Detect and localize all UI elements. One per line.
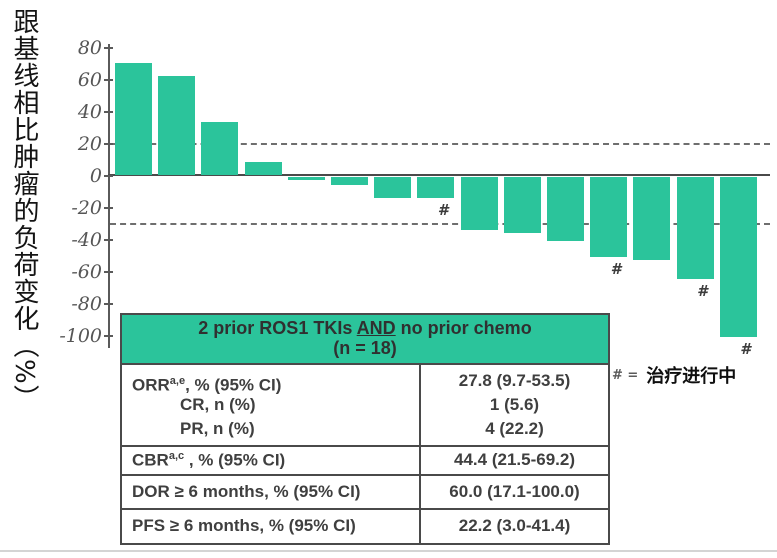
y-tick-mark <box>104 239 113 241</box>
cbr-value: 44.4 (21.5-69.2) <box>454 450 575 469</box>
hash-marker-symbol: # = <box>612 367 639 383</box>
dor-label: DOR ≥ 6 months, % (95% CI) <box>122 475 421 508</box>
y-tick-label: -40 <box>71 229 102 251</box>
y-tick-label: 0 <box>89 165 102 187</box>
y-tick-label: -100 <box>59 325 102 347</box>
zero-baseline <box>108 174 770 176</box>
pfs-value: 22.2 (3.0-41.4) <box>458 515 571 535</box>
table-header: 2 prior ROS1 TKIs AND no prior chemo (n … <box>122 315 608 365</box>
dor-value: 60.0 (17.1-100.0) <box>449 481 580 501</box>
patient-bar-7 <box>374 177 412 198</box>
ongoing-treatment-legend: # = 治疗进行中 <box>612 362 736 388</box>
patient-bar-13 <box>633 177 671 261</box>
y-axis-label: 跟基线相比肿瘤的负荷变化（%） <box>9 8 39 412</box>
results-table: 2 prior ROS1 TKIs AND no prior chemo (n … <box>120 313 610 545</box>
table-row-dor: DOR ≥ 6 months, % (95% CI) 60.0 (17.1-10… <box>122 475 608 510</box>
ongoing-hash-marker: # <box>610 260 622 278</box>
y-tick-label: 80 <box>77 37 102 59</box>
patient-bar-5 <box>287 177 325 181</box>
table-row-orr-block: ORRa,e, % (95% CI) CR, n (%) PR, n (%) 2… <box>122 365 608 447</box>
patient-bar-2 <box>158 75 196 175</box>
patient-bar-3 <box>201 122 239 175</box>
ongoing-treatment-label: 治疗进行中 <box>646 366 737 386</box>
orr-values-cell: 27.8 (9.7-53.5) 1 (5.6) 4 (22.2) <box>421 365 608 445</box>
y-tick-mark <box>104 175 113 177</box>
y-tick-mark <box>104 79 113 81</box>
pfs-label: PFS ≥ 6 months, % (95% CI) <box>122 509 421 543</box>
y-tick-mark <box>104 271 113 273</box>
slide-divider-line <box>0 550 777 552</box>
cr-value: 1 (5.6) <box>489 395 540 414</box>
y-tick-label: 40 <box>77 101 102 123</box>
y-tick-mark <box>104 207 113 209</box>
table-row-pfs: PFS ≥ 6 months, % (95% CI) 22.2 (3.0-41.… <box>122 509 608 543</box>
orr-labels-cell: ORRa,e, % (95% CI) CR, n (%) PR, n (%) <box>122 365 421 445</box>
ongoing-hash-marker: # <box>437 200 449 219</box>
y-tick-label: -60 <box>71 261 102 283</box>
ongoing-hash-marker: # <box>697 282 708 301</box>
patient-bar-4 <box>244 162 282 175</box>
patient-bar-8 <box>417 177 455 198</box>
y-tick-mark <box>104 143 113 145</box>
underlined-and: AND <box>356 318 396 338</box>
patient-bar-9 <box>460 177 498 230</box>
y-tick-mark <box>104 111 113 113</box>
orr-label: ORRa,e, % (95% CI) <box>132 375 282 395</box>
reference-line-plus20 <box>110 143 770 145</box>
y-tick-mark <box>104 47 113 49</box>
orr-value: 27.8 (9.7-53.5) <box>458 371 571 390</box>
table-header-n: (n = 18) <box>333 338 397 358</box>
patient-bar-10 <box>503 177 541 233</box>
patient-bar-11 <box>547 177 584 241</box>
ongoing-hash-marker: # <box>740 340 751 358</box>
table-header-title: 2 prior ROS1 TKIs AND no prior chemo <box>198 318 532 338</box>
y-tick-label: -20 <box>71 197 102 219</box>
patient-bar-6 <box>331 177 368 185</box>
y-tick-label: -80 <box>71 293 102 315</box>
cbr-label: CBRa,c , % (95% CI) <box>122 447 421 474</box>
patient-bar-14 <box>676 177 714 280</box>
y-tick-label: 20 <box>77 133 102 155</box>
pr-value: 4 (22.2) <box>485 419 544 438</box>
patient-bar-1 <box>115 63 152 175</box>
cr-label: CR, n (%) <box>180 395 256 414</box>
y-axis-line <box>108 44 110 348</box>
reference-line-minus30 <box>110 223 770 225</box>
patient-bar-12 <box>590 177 628 257</box>
table-row-cbr: CBRa,c , % (95% CI) 44.4 (21.5-69.2) <box>122 447 608 476</box>
pr-label: PR, n (%) <box>180 419 255 438</box>
y-tick-mark <box>104 335 113 337</box>
y-tick-label: 60 <box>77 69 102 91</box>
y-tick-mark <box>104 303 113 305</box>
patient-bar-15 <box>719 177 757 337</box>
